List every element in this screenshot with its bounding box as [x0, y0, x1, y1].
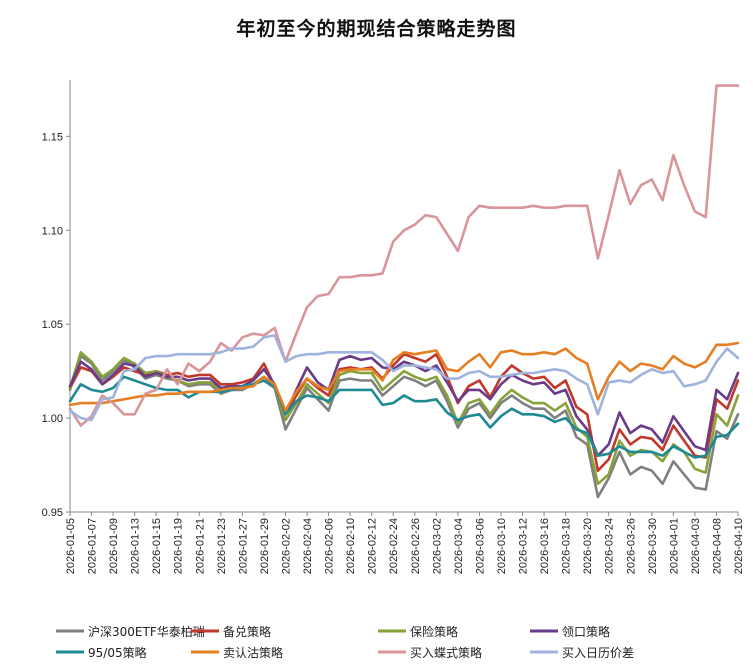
x-tick-label: 2026-02-26: [410, 518, 422, 574]
legend-label: 保险策略: [410, 624, 458, 639]
x-tick-label: 2026-03-02: [431, 518, 443, 574]
x-tick-label: 2026-03-24: [604, 518, 616, 574]
x-tick-label: 2026-02-02: [280, 518, 292, 574]
x-tick-label: 2026-02-04: [302, 518, 314, 574]
axes: 0.95 1.00 1.05 1.10 1.15 2026-01-05 2026-01-07…: [42, 80, 745, 574]
series-line-6: [68, 341, 740, 412]
series-line-5: [68, 375, 740, 459]
legend-label: 卖认沽策略: [223, 645, 283, 660]
x-tick-label: 2026-01-07: [87, 518, 99, 574]
series-line-2: [68, 352, 740, 473]
x-tick-label: 2026-02-06: [324, 518, 336, 574]
x-tick-label: 2026-01-13: [130, 518, 142, 574]
x-tick-label: 2026-03-30: [647, 518, 659, 574]
x-tick-label: 2026-03-06: [474, 518, 486, 574]
x-tick-label: 2026-04-01: [668, 518, 680, 574]
x-tick-label: 2026-03-12: [518, 518, 530, 574]
legend-label: 备兑策略: [223, 624, 271, 639]
x-tick-label: 2026-03-04: [453, 518, 465, 574]
x-tick-label: 2026-03-10: [496, 518, 508, 574]
y-tick-label: 1.05: [42, 319, 63, 331]
chart-title: 年初至今的期现结合策略走势图: [236, 18, 517, 40]
x-tick-label: 2026-03-16: [539, 518, 551, 574]
x-tick-label: 2026-01-19: [173, 518, 185, 574]
series-line-8: [68, 334, 740, 422]
x-tick-label: 2026-04-10: [733, 518, 745, 574]
x-tick-label: 2026-03-18: [561, 518, 573, 574]
series-line-7: [68, 84, 740, 427]
legend-label: 沪深300ETF华泰柏瑞: [88, 624, 205, 639]
legend-label: 买入蝶式策略: [410, 645, 482, 660]
legend-label: 买入日历价差: [562, 646, 634, 660]
x-tick-label: 2026-01-27: [237, 518, 249, 574]
legend-label: 95/05策略: [88, 645, 147, 660]
y-tick-label: 1.10: [42, 225, 63, 237]
x-tick-label: 2026-02-24: [388, 518, 400, 574]
legend: 沪深300ETF华泰柏瑞 备兑策略 保险策略 领口策略 95/05策略 卖认沽策略 买入蝶式…: [56, 624, 634, 660]
x-tick-label: 2026-04-03: [690, 518, 702, 574]
legend-label: 领口策略: [562, 624, 610, 639]
x-tick-label: 2026-02-10: [345, 518, 357, 574]
x-tick-label: 2026-01-05: [65, 518, 77, 574]
y-tick-label: 1.15: [42, 131, 63, 143]
x-tick-label: 2026-01-21: [194, 518, 206, 574]
x-tick-label: 2026-01-29: [259, 518, 271, 574]
x-tick-label: 2026-01-23: [216, 518, 228, 574]
y-tick-label: 0.95: [42, 507, 63, 519]
x-tick-label: 2026-01-09: [108, 518, 120, 574]
x-tick-label: 2026-04-08: [711, 518, 723, 574]
x-tick-label: 2026-03-20: [582, 518, 594, 574]
y-tick-label: 1.00: [42, 413, 63, 425]
x-tick-label: 2026-01-15: [151, 518, 163, 574]
x-tick-label: 2026-02-12: [367, 518, 379, 574]
series-lines: [68, 84, 740, 499]
x-tick-label: 2026-03-26: [625, 518, 637, 574]
